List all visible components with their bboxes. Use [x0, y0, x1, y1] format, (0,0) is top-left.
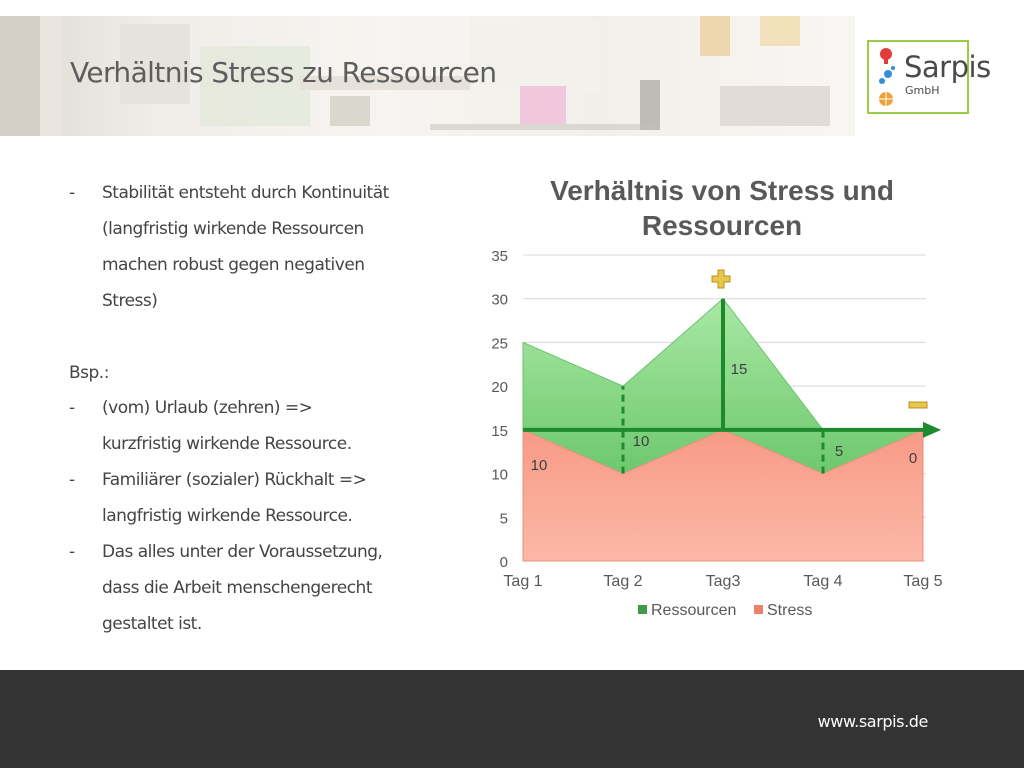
gears-icon [879, 66, 895, 84]
bullet-line: (vom) Urlaub (zehren) => [102, 398, 313, 419]
area-stress [522, 429, 924, 562]
bullet-line: machen robust gegen negativen [102, 254, 365, 275]
difference-label: 5 [835, 443, 843, 460]
bullet-line: dass die Arbeit menschengerecht [102, 577, 372, 598]
plus-symbol [711, 269, 731, 289]
y-tick-label: 10 [491, 467, 508, 484]
example-label: Bsp.: [69, 362, 109, 383]
slide-title: Verhältnis Stress zu Ressourcen [70, 56, 497, 89]
bullet-dash: - [69, 183, 75, 203]
x-tick-label: Tag 4 [803, 573, 842, 590]
y-tick-label: 25 [491, 335, 508, 352]
y-tick-label: 15 [491, 423, 508, 440]
bullet-dash: - [69, 470, 75, 491]
logo-name: Sarpis [904, 50, 991, 84]
minus-symbol [908, 401, 928, 409]
bullet-dash: - [69, 542, 75, 563]
y-tick-label: 30 [491, 292, 508, 309]
x-tick-label: Tag 5 [903, 573, 942, 590]
bullet-item: - Das alles unter der Voraussetzung, dass … [69, 535, 449, 643]
bullet-line: gestaltet ist. [102, 613, 202, 634]
y-tick-label: 0 [500, 554, 508, 571]
footer-url[interactable]: www.sarpis.de [817, 712, 929, 731]
difference-label: 10 [633, 433, 650, 450]
bullet-line: Das alles unter der Voraussetzung, [102, 542, 383, 563]
bullet-text: - Stabilität entsteht durch Kontinuität (l… [69, 176, 449, 643]
legend-swatch [638, 605, 647, 614]
spacer [69, 320, 449, 356]
bullet-line: Stabilität entsteht durch Kontinuität [102, 183, 389, 203]
difference-label: 0 [909, 450, 917, 467]
x-tick-label: Tag3 [706, 573, 741, 590]
legend-label: Ressourcen [651, 602, 736, 619]
bullet-line: (langfristig wirkende Ressourcen [102, 218, 364, 239]
y-tick-label: 5 [500, 510, 508, 527]
footer-bar: www.sarpis.de [0, 670, 1024, 768]
chart-title-line: Ressourcen [642, 210, 802, 241]
globe-icon [879, 92, 893, 106]
x-tick-label: Tag 2 [603, 573, 642, 590]
bullet-dash: - [69, 398, 75, 419]
legend-swatch [754, 605, 763, 614]
header-banner-photo [0, 16, 855, 136]
logo-subtitle: GmbH [905, 84, 940, 97]
bullet-line: langfristig wirkende Ressource. [102, 506, 353, 527]
y-tick-label: 20 [491, 379, 508, 396]
logo-icons [879, 48, 895, 106]
chart-title-line: Verhältnis von Stress und [550, 175, 894, 206]
bullet-item: - (vom) Urlaub (zehren) => kurzfristig wir… [69, 391, 449, 463]
bullet-line: Stress) [102, 290, 158, 311]
bullet-line: kurzfristig wirkende Ressource. [102, 434, 352, 455]
x-tick-label: Tag 1 [503, 573, 542, 590]
y-tick-label: 35 [491, 248, 508, 265]
legend-label: Stress [767, 602, 812, 619]
head-icon [880, 48, 892, 64]
difference-label: 10 [531, 457, 548, 474]
bullet-line: Familiärer (sozialer) Rückhalt => [102, 470, 367, 491]
difference-label: 15 [731, 361, 748, 378]
area-chart: Verhältnis von Stress und Ressourcen 0 5 10 1… [491, 175, 942, 619]
bullet-item: - Stabilität entsteht durch Kontinuität (l… [69, 176, 449, 320]
bullet-item: - Familiärer (sozialer) Rückhalt => langfr… [69, 463, 449, 535]
baseline-arrow-head [923, 421, 941, 438]
